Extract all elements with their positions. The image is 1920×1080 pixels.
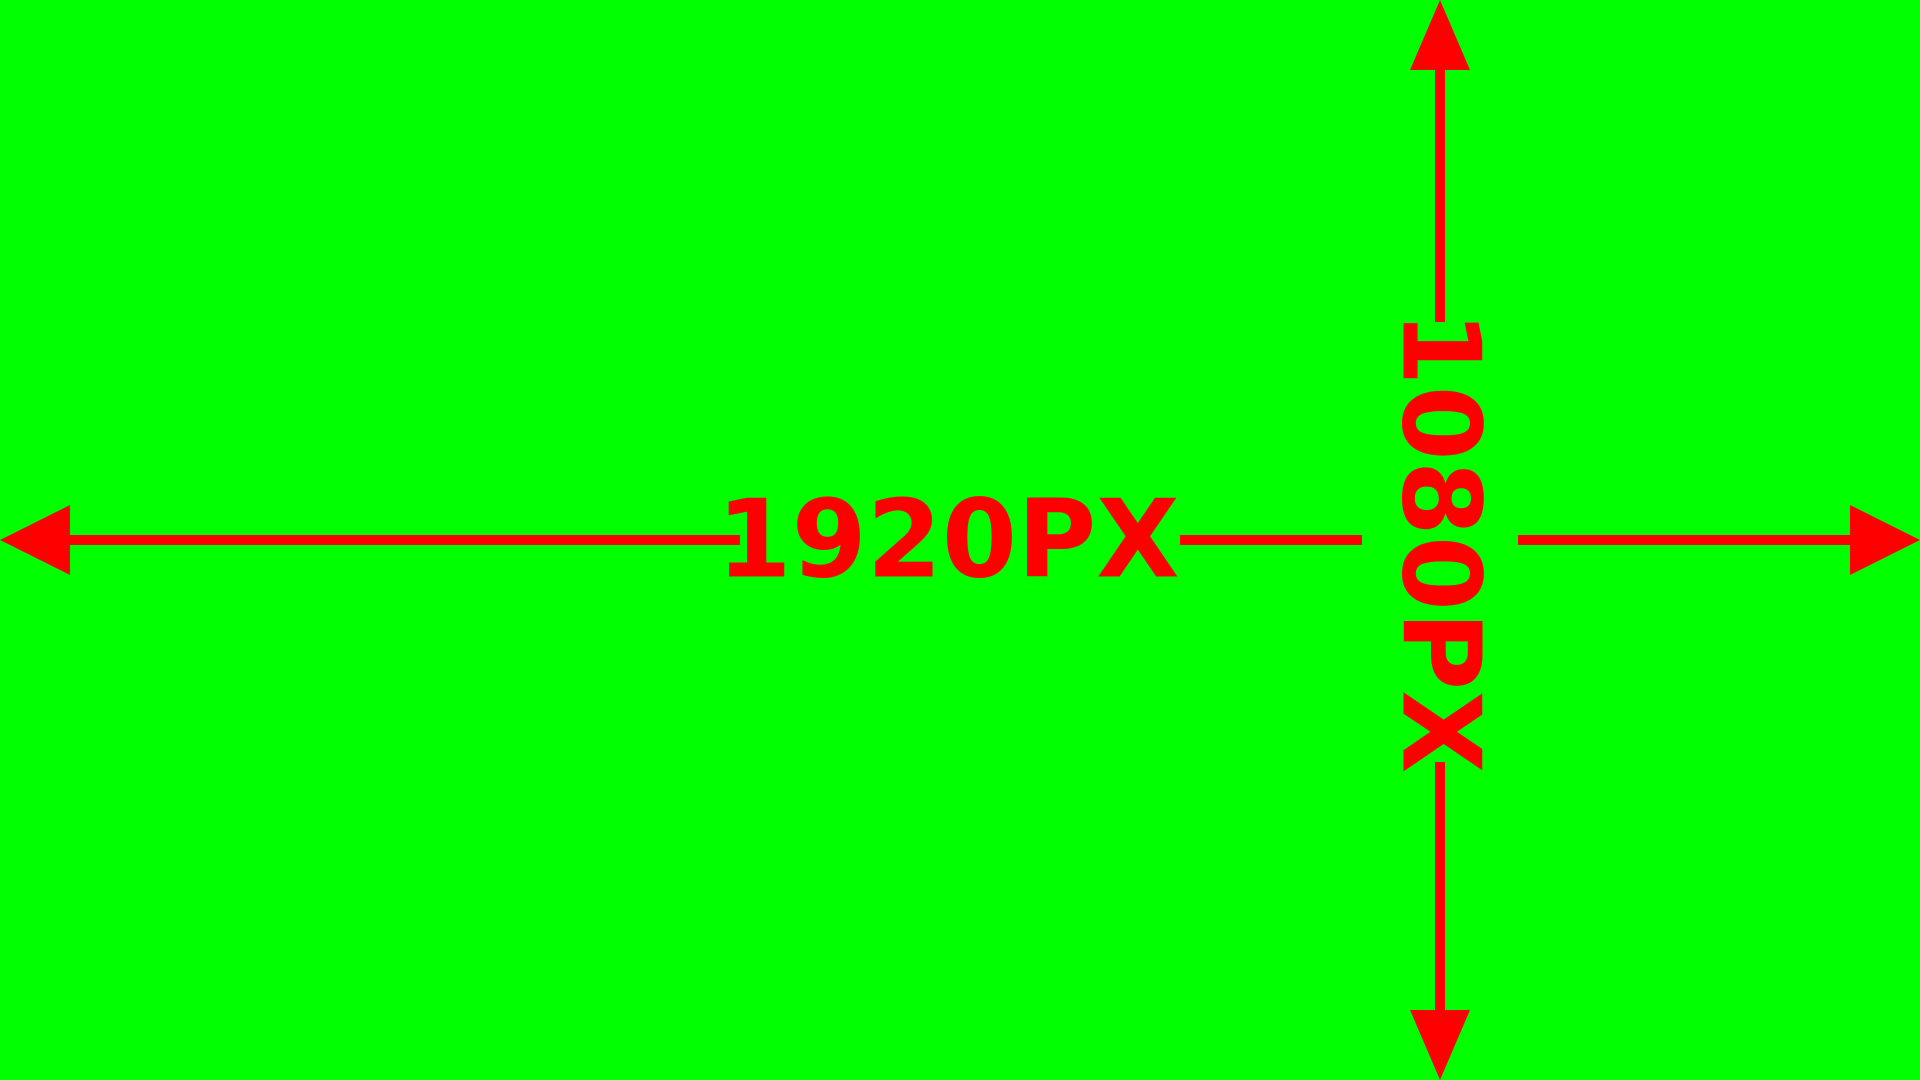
- height-label: 1080PX: [1378, 310, 1503, 773]
- horizontal-arrowhead-left-icon: [0, 505, 70, 575]
- width-label: 1920PX: [716, 478, 1179, 603]
- vertical-arrowhead-bottom-icon: [1410, 1010, 1470, 1080]
- vertical-arrow-icon: [1410, 0, 1470, 1080]
- horizontal-arrow-icon: [0, 505, 1920, 575]
- horizontal-arrowhead-right-icon: [1850, 505, 1920, 575]
- vertical-arrowhead-top-icon: [1410, 0, 1470, 70]
